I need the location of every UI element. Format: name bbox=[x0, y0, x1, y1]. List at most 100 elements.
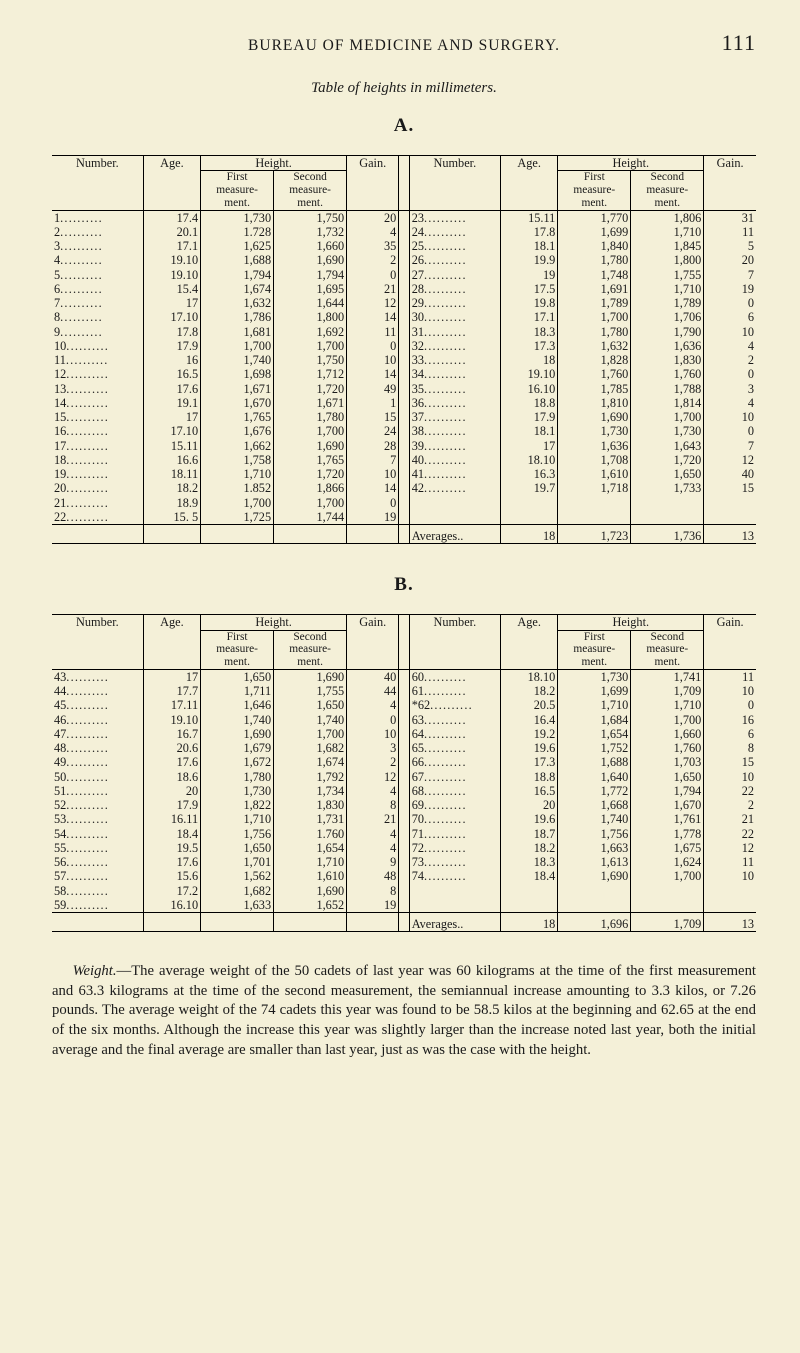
age-cell: 19.9 bbox=[500, 253, 557, 267]
row-number bbox=[409, 898, 500, 913]
gain-cell: 14 bbox=[347, 481, 399, 495]
first-measure-cell: 1,708 bbox=[558, 453, 631, 467]
second-measure-cell: 1,760 bbox=[631, 741, 704, 755]
second-measure-cell: 1,692 bbox=[274, 325, 347, 339]
first-measure-cell: 1,690 bbox=[201, 727, 274, 741]
age-cell: 18.3 bbox=[500, 855, 557, 869]
gain-cell bbox=[704, 898, 756, 913]
gain-cell: 20 bbox=[704, 253, 756, 267]
age-cell bbox=[500, 510, 557, 525]
age-cell: 17.9 bbox=[500, 410, 557, 424]
first-measure-cell bbox=[558, 510, 631, 525]
row-number: 44.......... bbox=[52, 684, 143, 698]
age-cell: 16.10 bbox=[143, 898, 200, 913]
table-row: 51.......... 20 1,730 1,734 4 68........… bbox=[52, 784, 756, 798]
age-cell: 17.6 bbox=[143, 855, 200, 869]
page-number: 111 bbox=[702, 30, 756, 56]
gutter bbox=[399, 713, 409, 727]
age-cell: 18.2 bbox=[500, 684, 557, 698]
row-number: 39.......... bbox=[409, 439, 500, 453]
gain-cell: 12 bbox=[704, 453, 756, 467]
table-row: 45.......... 17.11 1,646 1,650 4 *62....… bbox=[52, 698, 756, 712]
table-row: 22.......... 15. 5 1,725 1,744 19 bbox=[52, 510, 756, 525]
row-number: 73.......... bbox=[409, 855, 500, 869]
first-measure-cell bbox=[558, 884, 631, 898]
age-cell: 17.8 bbox=[500, 225, 557, 239]
first-measure-cell: 1,730 bbox=[201, 784, 274, 798]
row-number: 19.......... bbox=[52, 467, 143, 481]
table-row: 59.......... 16.10 1,633 1,652 19 bbox=[52, 898, 756, 913]
table-row: 7.......... 17 1,632 1,644 12 29........… bbox=[52, 296, 756, 310]
second-measure-cell: 1,755 bbox=[274, 684, 347, 698]
table-row: 44.......... 17.7 1,711 1,755 44 61.....… bbox=[52, 684, 756, 698]
gain-cell: 21 bbox=[347, 282, 399, 296]
second-measure-cell: 1,682 bbox=[274, 741, 347, 755]
row-number: *62.......... bbox=[409, 698, 500, 712]
age-cell: 19.1 bbox=[143, 396, 200, 410]
gain-cell: 11 bbox=[704, 225, 756, 239]
gutter bbox=[399, 467, 409, 481]
first-measure-cell: 1,699 bbox=[558, 684, 631, 698]
row-number: 13.......... bbox=[52, 382, 143, 396]
second-measure-cell: 1,695 bbox=[274, 282, 347, 296]
table-row: 10.......... 17.9 1,700 1,700 0 32......… bbox=[52, 339, 756, 353]
second-measure-cell bbox=[631, 898, 704, 913]
age-cell: 16.4 bbox=[500, 713, 557, 727]
row-number: 55.......... bbox=[52, 841, 143, 855]
second-measure-cell: 1,710 bbox=[631, 698, 704, 712]
age-cell: 19.6 bbox=[500, 812, 557, 826]
gutter bbox=[399, 439, 409, 453]
gain-cell: 0 bbox=[704, 367, 756, 381]
row-number: 57.......... bbox=[52, 869, 143, 883]
row-number: 43.......... bbox=[52, 669, 143, 684]
table-row: 56.......... 17.6 1,701 1,710 9 73......… bbox=[52, 855, 756, 869]
second-measure-cell: 1,700 bbox=[631, 410, 704, 424]
row-number: 52.......... bbox=[52, 798, 143, 812]
row-number: 31.......... bbox=[409, 325, 500, 339]
row-number: 42.......... bbox=[409, 481, 500, 495]
gain-cell: 7 bbox=[347, 453, 399, 467]
gain-cell: 10 bbox=[347, 467, 399, 481]
age-cell: 18.4 bbox=[143, 827, 200, 841]
age-cell: 19 bbox=[500, 268, 557, 282]
first-measure-cell: 1,756 bbox=[558, 827, 631, 841]
age-cell: 17.9 bbox=[143, 798, 200, 812]
first-measure-cell: 1,613 bbox=[558, 855, 631, 869]
row-number: 33.......... bbox=[409, 353, 500, 367]
row-number: 10.......... bbox=[52, 339, 143, 353]
first-measure-cell: 1,699 bbox=[558, 225, 631, 239]
table-row: 55.......... 19.5 1,650 1,654 4 72......… bbox=[52, 841, 756, 855]
second-measure-cell: 1,790 bbox=[631, 325, 704, 339]
second-measure-cell: 1,709 bbox=[631, 684, 704, 698]
table-row: 49.......... 17.6 1,672 1,674 2 66......… bbox=[52, 755, 756, 769]
row-number: 41.......... bbox=[409, 467, 500, 481]
gain-cell: 2 bbox=[347, 253, 399, 267]
second-measure-cell: 1,720 bbox=[274, 467, 347, 481]
gain-cell: 0 bbox=[347, 713, 399, 727]
avg-second: 1,709 bbox=[631, 913, 704, 932]
first-measure-cell: 1,710 bbox=[201, 467, 274, 481]
gain-cell: 0 bbox=[347, 339, 399, 353]
second-measure-cell: 1,660 bbox=[274, 239, 347, 253]
avg-age: 18 bbox=[500, 525, 557, 544]
table-row: 5.......... 19.10 1,794 1,794 0 27......… bbox=[52, 268, 756, 282]
first-measure-cell: 1,752 bbox=[558, 741, 631, 755]
first-measure-cell: 1,780 bbox=[558, 253, 631, 267]
gain-cell: 15 bbox=[347, 410, 399, 424]
age-cell: 17.9 bbox=[143, 339, 200, 353]
row-number: 45.......... bbox=[52, 698, 143, 712]
gain-cell: 12 bbox=[704, 841, 756, 855]
age-cell: 16.3 bbox=[500, 467, 557, 481]
gutter bbox=[399, 239, 409, 253]
gain-cell: 0 bbox=[347, 496, 399, 510]
first-measure-cell: 1,688 bbox=[558, 755, 631, 769]
age-cell: 16 bbox=[143, 353, 200, 367]
age-cell bbox=[500, 496, 557, 510]
gutter bbox=[399, 510, 409, 525]
gain-cell: 19 bbox=[347, 510, 399, 525]
gain-cell: 15 bbox=[704, 755, 756, 769]
first-measure-cell: 1,772 bbox=[558, 784, 631, 798]
gain-cell: 1 bbox=[347, 396, 399, 410]
second-measure-cell: 1,780 bbox=[274, 410, 347, 424]
first-measure-cell: 1,758 bbox=[201, 453, 274, 467]
